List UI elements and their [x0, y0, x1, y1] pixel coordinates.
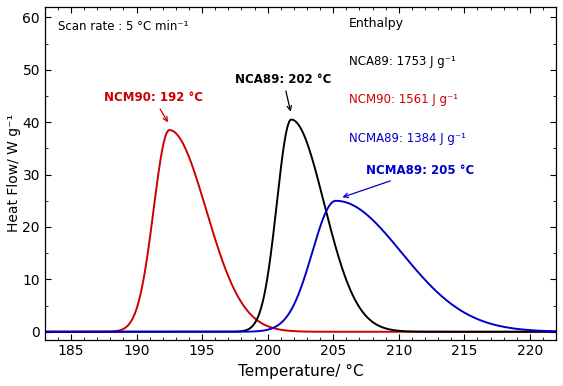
Text: NCMA89: 205 °C: NCMA89: 205 °C [344, 164, 474, 198]
Text: NCM90: 192 °C: NCM90: 192 °C [104, 91, 203, 121]
Text: NCM90: 1561 J g⁻¹: NCM90: 1561 J g⁻¹ [349, 93, 458, 107]
Text: Scan rate : 5 °C min⁻¹: Scan rate : 5 °C min⁻¹ [57, 20, 188, 33]
X-axis label: Temperature/ °C: Temperature/ °C [238, 364, 363, 379]
Text: NCMA89: 1384 J g⁻¹: NCMA89: 1384 J g⁻¹ [349, 132, 466, 145]
Y-axis label: Heat Flow/ W g⁻¹: Heat Flow/ W g⁻¹ [7, 114, 21, 232]
Text: Enthalpy: Enthalpy [349, 17, 404, 30]
Text: NCA89: 1753 J g⁻¹: NCA89: 1753 J g⁻¹ [349, 55, 456, 68]
Text: NCA89: 202 °C: NCA89: 202 °C [235, 73, 331, 110]
